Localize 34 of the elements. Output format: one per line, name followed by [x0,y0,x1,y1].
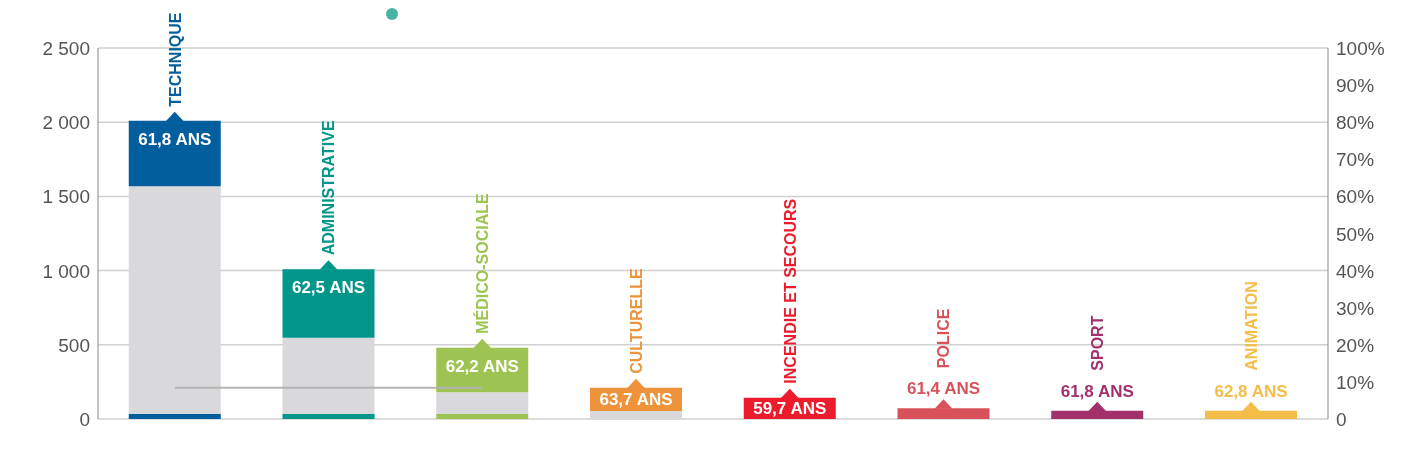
y2-tick-label: 70% [1336,149,1375,171]
y2-tick-label: 30% [1336,297,1375,319]
x-tick-label: POLICE [935,308,953,369]
bar [436,392,529,414]
y-tick-label: 1 500 [42,186,90,208]
y2-tick-label: 60% [1336,186,1375,208]
annotation: 62,5 ANS [291,278,366,298]
annotation: 61,4 ANS [906,379,981,399]
annotation: 62,8 ANS [1214,381,1288,401]
y2-tick-label: 100% [1336,38,1385,59]
y2-tick-label: 20% [1336,334,1375,356]
annotation: 61,8 ANS [1060,381,1134,401]
x-tick-label: ADMINISTRATIVE [320,120,338,256]
x-tick-label: CULTURELLE [628,268,645,374]
y-tick-label: 0 [79,409,90,430]
y2-tick-label: 0 [1336,409,1347,430]
y-tick-label: 2 000 [42,112,90,134]
y2-tick-label: 40% [1336,260,1375,282]
y2-tick-label: 80% [1336,112,1375,134]
x-tick-label: ANIMATION [1243,281,1260,371]
x-tick-label: TECHNIQUE [166,12,184,107]
x-tick-label: MÉDICO-SOCIALE [473,192,492,334]
y-tick-label: 1 000 [42,260,90,282]
x-tick-label: INCENDIE ET SECOURS [781,198,799,384]
annotation: 61,8 ANS [138,129,212,149]
annotation: 59,7 ANS [753,399,827,419]
y-tick-label: 500 [58,334,90,356]
y2-tick-label: 50% [1336,223,1375,245]
annotation: 62,2 ANS [445,356,519,376]
annotation: 63,7 ANS [599,390,673,410]
y2-tick-label: 90% [1336,75,1375,97]
y-tick-label: 2 500 [42,38,90,59]
x-tick-label: SPORT [1089,315,1107,371]
y2-tick-label: 10% [1336,371,1375,393]
